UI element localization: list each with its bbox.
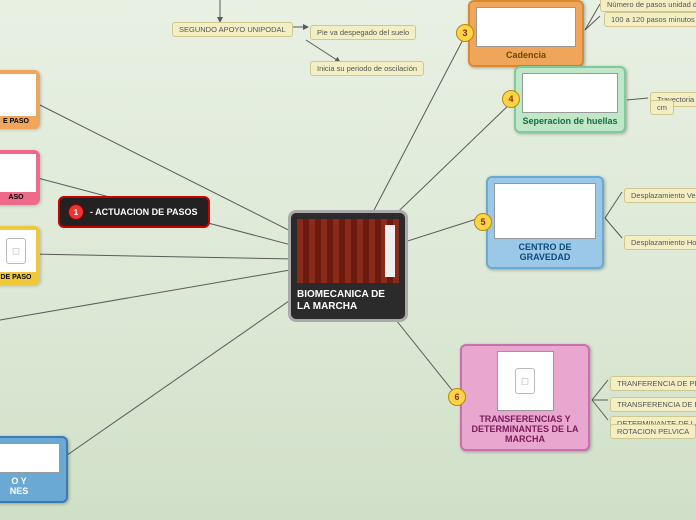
center-title: BIOMECANICA DE LA MARCHA	[297, 289, 399, 313]
badge-5: 5	[474, 213, 492, 231]
badge-6: 6	[448, 388, 466, 406]
branch-title: CENTRO DE GRAVEDAD	[494, 243, 596, 263]
leaf-label[interactable]: Desplazamiento Vertical	[624, 188, 696, 203]
branch-title: Cadencia	[476, 51, 576, 61]
leaf-label[interactable]: SEGUNDO APOYO UNIPODAL	[172, 22, 293, 37]
small-card-label: ASO	[0, 194, 36, 201]
center-node[interactable]: BIOMECANICA DE LA MARCHA	[288, 210, 408, 322]
branch-centro_gravedad[interactable]: 5CENTRO DE GRAVEDAD	[486, 176, 604, 269]
badge-4: 4	[502, 90, 520, 108]
branch-title: TRANSFERENCIAS Y DETERMINANTES DE LA MAR…	[468, 415, 582, 445]
leaf-label[interactable]: Número de pasos unidad de	[600, 0, 696, 12]
actuacion-pasos-label: - ACTUACION DE PASOS	[90, 207, 198, 217]
branch-transferencias[interactable]: 6◻TRANSFERENCIAS Y DETERMINANTES DE LA M…	[460, 344, 590, 451]
branch-cadencia[interactable]: 3Cadencia	[468, 0, 584, 67]
badge-3: 3	[456, 24, 474, 42]
leaf-label[interactable]: Pie va despegado del suelo	[310, 25, 416, 40]
small-card-2[interactable]: ◻DE PASO	[0, 226, 40, 285]
branch-bottom_left[interactable]: O YNES	[0, 436, 68, 503]
small-card-1[interactable]: ASO	[0, 150, 40, 205]
small-card-label: DE PASO	[0, 274, 36, 281]
branch-title: Seperacion de huellas	[522, 117, 618, 127]
leaf-label[interactable]: TRANFERENCIA DE PESO	[610, 376, 696, 391]
leaf-label[interactable]: Desplazamiento Horizon	[624, 235, 696, 250]
badge-1: 1	[68, 204, 84, 220]
branch-title: O YNES	[0, 477, 60, 497]
leaf-label[interactable]: Inicia su periodo de oscilación	[310, 61, 424, 76]
small-card-0[interactable]: E PASO	[0, 70, 40, 129]
leaf-label[interactable]: cm	[650, 100, 674, 115]
actuacion-pasos-node[interactable]: 1 - ACTUACION DE PASOS	[58, 196, 210, 228]
small-card-label: E PASO	[0, 118, 36, 125]
leaf-label[interactable]: TRANSFERENCIA DE ENERG	[610, 397, 696, 412]
leaf-label[interactable]: ROTACION PELVICA	[610, 424, 696, 439]
leaf-label[interactable]: 100 a 120 pasos minutos	[604, 12, 696, 27]
center-image	[297, 219, 399, 283]
branch-separacion[interactable]: 4Seperacion de huellas	[514, 66, 626, 133]
